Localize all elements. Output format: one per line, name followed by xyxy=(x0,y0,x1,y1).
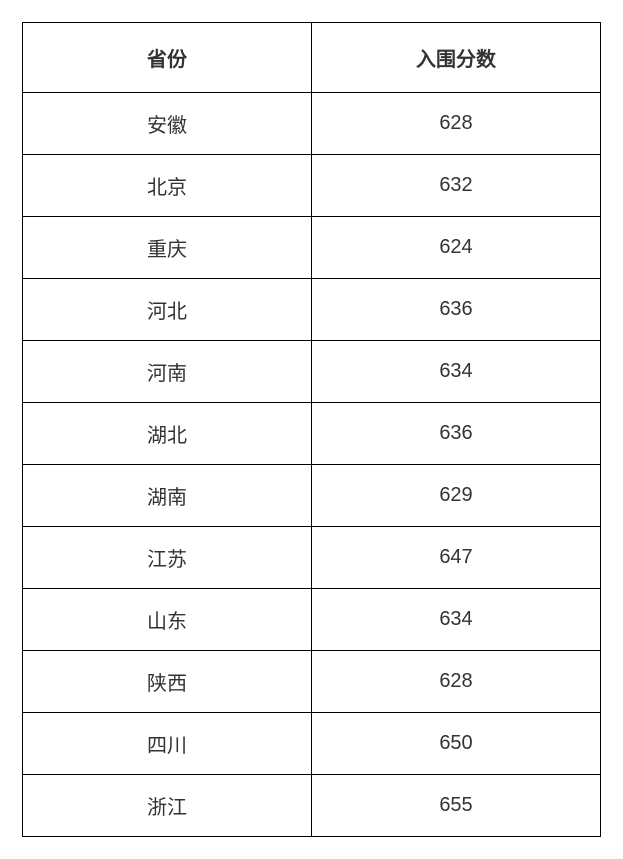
table-row: 河北 636 xyxy=(23,279,601,341)
cell-province: 浙江 xyxy=(23,775,312,837)
cell-province: 湖南 xyxy=(23,465,312,527)
cell-score: 636 xyxy=(312,403,601,465)
cell-score: 634 xyxy=(312,341,601,403)
score-table: 省份 入围分数 安徽 628 北京 632 重庆 624 河北 636 河南 6… xyxy=(22,22,601,837)
table-row: 重庆 624 xyxy=(23,217,601,279)
table-row: 江苏 647 xyxy=(23,527,601,589)
cell-province: 四川 xyxy=(23,713,312,775)
table-row: 浙江 655 xyxy=(23,775,601,837)
table-row: 河南 634 xyxy=(23,341,601,403)
table-row: 北京 632 xyxy=(23,155,601,217)
table-row: 安徽 628 xyxy=(23,93,601,155)
cell-province: 河北 xyxy=(23,279,312,341)
table-row: 湖北 636 xyxy=(23,403,601,465)
header-province: 省份 xyxy=(23,23,312,93)
cell-score: 634 xyxy=(312,589,601,651)
cell-score: 629 xyxy=(312,465,601,527)
cell-score: 632 xyxy=(312,155,601,217)
cell-province: 山东 xyxy=(23,589,312,651)
table-row: 陕西 628 xyxy=(23,651,601,713)
cell-score: 628 xyxy=(312,93,601,155)
cell-score: 647 xyxy=(312,527,601,589)
header-row: 省份 入围分数 xyxy=(23,23,601,93)
cell-province: 北京 xyxy=(23,155,312,217)
cell-score: 655 xyxy=(312,775,601,837)
cell-province: 江苏 xyxy=(23,527,312,589)
table-header: 省份 入围分数 xyxy=(23,23,601,93)
cell-score: 624 xyxy=(312,217,601,279)
cell-score: 650 xyxy=(312,713,601,775)
cell-province: 重庆 xyxy=(23,217,312,279)
header-score: 入围分数 xyxy=(312,23,601,93)
cell-province: 湖北 xyxy=(23,403,312,465)
cell-province: 河南 xyxy=(23,341,312,403)
cell-province: 安徽 xyxy=(23,93,312,155)
table-row: 山东 634 xyxy=(23,589,601,651)
table-body: 安徽 628 北京 632 重庆 624 河北 636 河南 634 湖北 63… xyxy=(23,93,601,837)
cell-score: 636 xyxy=(312,279,601,341)
table-row: 四川 650 xyxy=(23,713,601,775)
cell-score: 628 xyxy=(312,651,601,713)
table-row: 湖南 629 xyxy=(23,465,601,527)
cell-province: 陕西 xyxy=(23,651,312,713)
